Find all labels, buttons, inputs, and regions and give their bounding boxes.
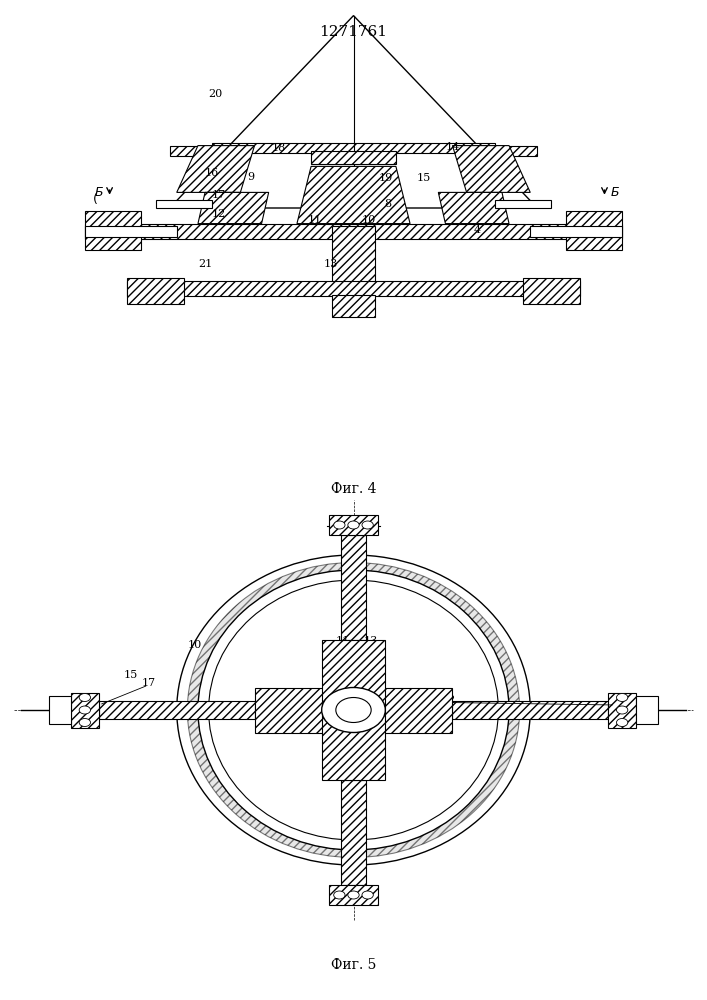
Text: 11: 11 (336, 636, 350, 646)
Circle shape (336, 698, 371, 722)
Polygon shape (452, 146, 530, 192)
Text: 12: 12 (212, 209, 226, 219)
Polygon shape (608, 692, 636, 728)
Polygon shape (523, 278, 580, 304)
Polygon shape (297, 166, 410, 224)
Circle shape (79, 694, 90, 702)
Polygon shape (198, 192, 269, 224)
Text: 8: 8 (384, 199, 391, 209)
Polygon shape (530, 226, 622, 237)
Polygon shape (438, 192, 509, 224)
Text: 15: 15 (417, 173, 431, 183)
Circle shape (79, 706, 90, 714)
Polygon shape (127, 281, 580, 296)
Polygon shape (212, 143, 495, 153)
Text: 10: 10 (187, 640, 201, 650)
Text: А–А: А–А (339, 516, 368, 530)
Text: 13: 13 (324, 259, 338, 269)
Circle shape (362, 521, 373, 529)
Circle shape (348, 521, 359, 529)
Polygon shape (85, 226, 177, 237)
Text: 1271761: 1271761 (320, 25, 387, 39)
Circle shape (617, 718, 628, 726)
Polygon shape (329, 885, 378, 905)
Polygon shape (341, 780, 366, 885)
Polygon shape (341, 535, 366, 640)
Text: Б: Б (611, 186, 619, 199)
Polygon shape (452, 701, 608, 719)
Ellipse shape (209, 580, 498, 840)
Polygon shape (329, 515, 378, 535)
Circle shape (348, 891, 359, 899)
Text: 18: 18 (272, 143, 286, 153)
Polygon shape (85, 224, 622, 239)
Polygon shape (177, 146, 255, 192)
Text: 21: 21 (198, 259, 212, 269)
Text: (: ( (93, 193, 98, 206)
Polygon shape (566, 211, 622, 250)
Ellipse shape (187, 562, 520, 857)
Ellipse shape (198, 570, 509, 850)
Text: 15: 15 (124, 670, 138, 680)
Text: 12: 12 (442, 695, 456, 705)
Text: 4: 4 (474, 225, 481, 235)
Circle shape (334, 891, 345, 899)
Polygon shape (311, 151, 396, 164)
Polygon shape (156, 200, 212, 208)
Polygon shape (481, 146, 537, 156)
Circle shape (362, 891, 373, 899)
Text: 16: 16 (205, 168, 219, 178)
Polygon shape (332, 295, 375, 317)
Text: 13: 13 (364, 636, 378, 646)
Circle shape (322, 688, 385, 732)
Text: 20: 20 (209, 89, 223, 99)
Circle shape (79, 718, 90, 726)
Polygon shape (495, 200, 551, 208)
Polygon shape (170, 146, 226, 156)
Polygon shape (332, 226, 375, 296)
Polygon shape (127, 278, 184, 304)
Text: 14: 14 (445, 142, 460, 152)
Circle shape (334, 521, 345, 529)
Polygon shape (322, 640, 385, 780)
Polygon shape (49, 696, 71, 724)
Text: Фиг. 4: Фиг. 4 (331, 482, 376, 496)
Circle shape (617, 694, 628, 702)
Circle shape (617, 706, 628, 714)
Polygon shape (636, 696, 658, 724)
Text: 17: 17 (141, 678, 156, 688)
Polygon shape (85, 211, 141, 250)
Text: 9: 9 (247, 172, 255, 182)
Polygon shape (255, 688, 452, 732)
Text: 19: 19 (378, 173, 392, 183)
Text: Фиг. 5: Фиг. 5 (331, 958, 376, 972)
Text: 11: 11 (308, 215, 322, 225)
Polygon shape (71, 692, 99, 728)
Text: 17: 17 (212, 190, 226, 200)
Polygon shape (99, 701, 255, 719)
Text: 10: 10 (362, 215, 376, 225)
Text: Б: Б (95, 186, 103, 199)
